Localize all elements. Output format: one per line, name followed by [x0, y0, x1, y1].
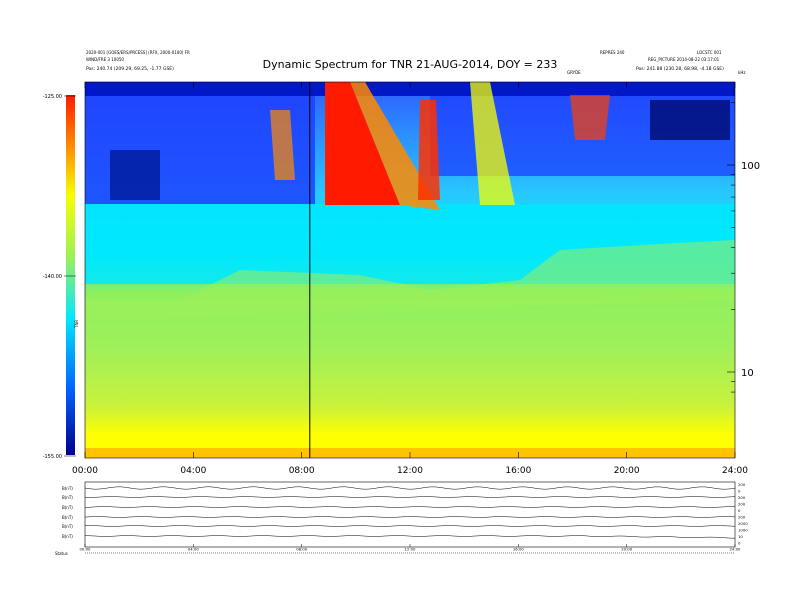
y-tick-label: 100 [741, 161, 760, 172]
ancillary-x-tick-label: 16:00 [513, 547, 525, 552]
ancillary-x-tick-label: 12:00 [405, 547, 417, 552]
ancillary-trace [84, 486, 736, 490]
x-tick-label: 08:00 [289, 466, 315, 476]
ancillary-right-tick: 2000 [738, 521, 748, 526]
x-tick-label: 24:00 [722, 466, 748, 476]
ancillary-row-label: Status [55, 551, 68, 556]
ancillary-right-tick: 200 [738, 495, 746, 500]
colorbar-tick-label: -155.00 [43, 454, 62, 460]
x-axis-ticks: 00:00 04:00 08:00 12:00 16:00 20:00 24:00 [72, 82, 748, 476]
colorbar-label: TNR [74, 320, 79, 329]
ancillary-right-tick: 200 [738, 515, 746, 520]
chart-title: Dynamic Spectrum for TNR 21-AUG-2014, DO… [263, 58, 558, 71]
header-left-line1: 2020-001 [GOES/ERS/PRCESS] (RFX, 2000-01… [86, 50, 190, 55]
colorbar [66, 95, 75, 455]
corner-unit: kHz [738, 70, 745, 75]
x-tick-label: 04:00 [180, 466, 206, 476]
ancillary-x-tick-label: 20:00 [621, 547, 633, 552]
ancillary-right-tick: 200 [738, 482, 746, 487]
ancillary-right-tick: 0 [738, 508, 741, 513]
header-right-line4: Pos: 241.88 (230.28, 68.98, -4.18 GSE) [636, 66, 724, 72]
header-left-line2: WIND/FRE 3 10050 [86, 57, 124, 62]
ancillary-x-tick-label: 04:00 [188, 547, 200, 552]
x-tick-label: 00:00 [72, 466, 98, 476]
ancillary-right-tick: 200 [738, 502, 746, 507]
ancillary-row-label: B(nT) [62, 505, 73, 510]
y-right-axis-ticks: 10 100 [727, 102, 760, 393]
ancillary-trace [84, 535, 736, 539]
ancillary-panel: B(nT)B(nT)B(nT)B(nT)B(nT)B(nT)Status2000… [55, 481, 748, 556]
ancillary-right-tick: 0 [738, 541, 741, 546]
ancillary-row-label: B(nT) [62, 534, 73, 539]
ancillary-row-label: B(nT) [62, 524, 73, 529]
x-tick-label: 12:00 [397, 466, 423, 476]
ancillary-right-tick: 10 [738, 534, 743, 539]
ancillary-row-label: B(nT) [62, 495, 73, 500]
spectrogram [85, 82, 735, 458]
x-tick-label: 16:00 [505, 466, 531, 476]
ancillary-trace [84, 525, 736, 527]
header-right-line2: LOCSTC 001 [697, 50, 722, 55]
header-left-line3: Pos: 240.74 (209.29, 69.25, -1.77 GSE) [86, 66, 174, 72]
ancillary-right-tick: 1000 [738, 528, 748, 533]
ancillary-frame [84, 481, 736, 548]
ancillary-row-label: B(nT) [62, 515, 73, 520]
x-tick-label: 20:00 [614, 466, 640, 476]
colorbar-tick-label: -140.00 [43, 274, 62, 280]
ancillary-x-tick-label: 00:00 [80, 547, 92, 552]
header-right-line3: REG_PICTURE 2014-08-22 03:17:01 [648, 57, 720, 62]
ancillary-row-label: B(nT) [62, 486, 73, 491]
ancillary-right-tick: 0 [738, 489, 741, 494]
colorbar-ticks: -125.00 -140.00 -155.00 [43, 94, 76, 460]
ancillary-x-tick-label: 24:00 [730, 547, 742, 552]
ancillary-trace [84, 516, 736, 518]
header-center-small: GRYDE [567, 70, 581, 75]
ancillary-x-tick-label: 08:00 [296, 547, 308, 552]
colorbar-tick-label: -125.00 [43, 94, 62, 100]
header-right-line1: REPRES 240 [600, 50, 625, 55]
ancillary-trace [84, 506, 735, 508]
y-tick-label: 10 [741, 368, 754, 379]
ancillary-trace [84, 496, 736, 498]
